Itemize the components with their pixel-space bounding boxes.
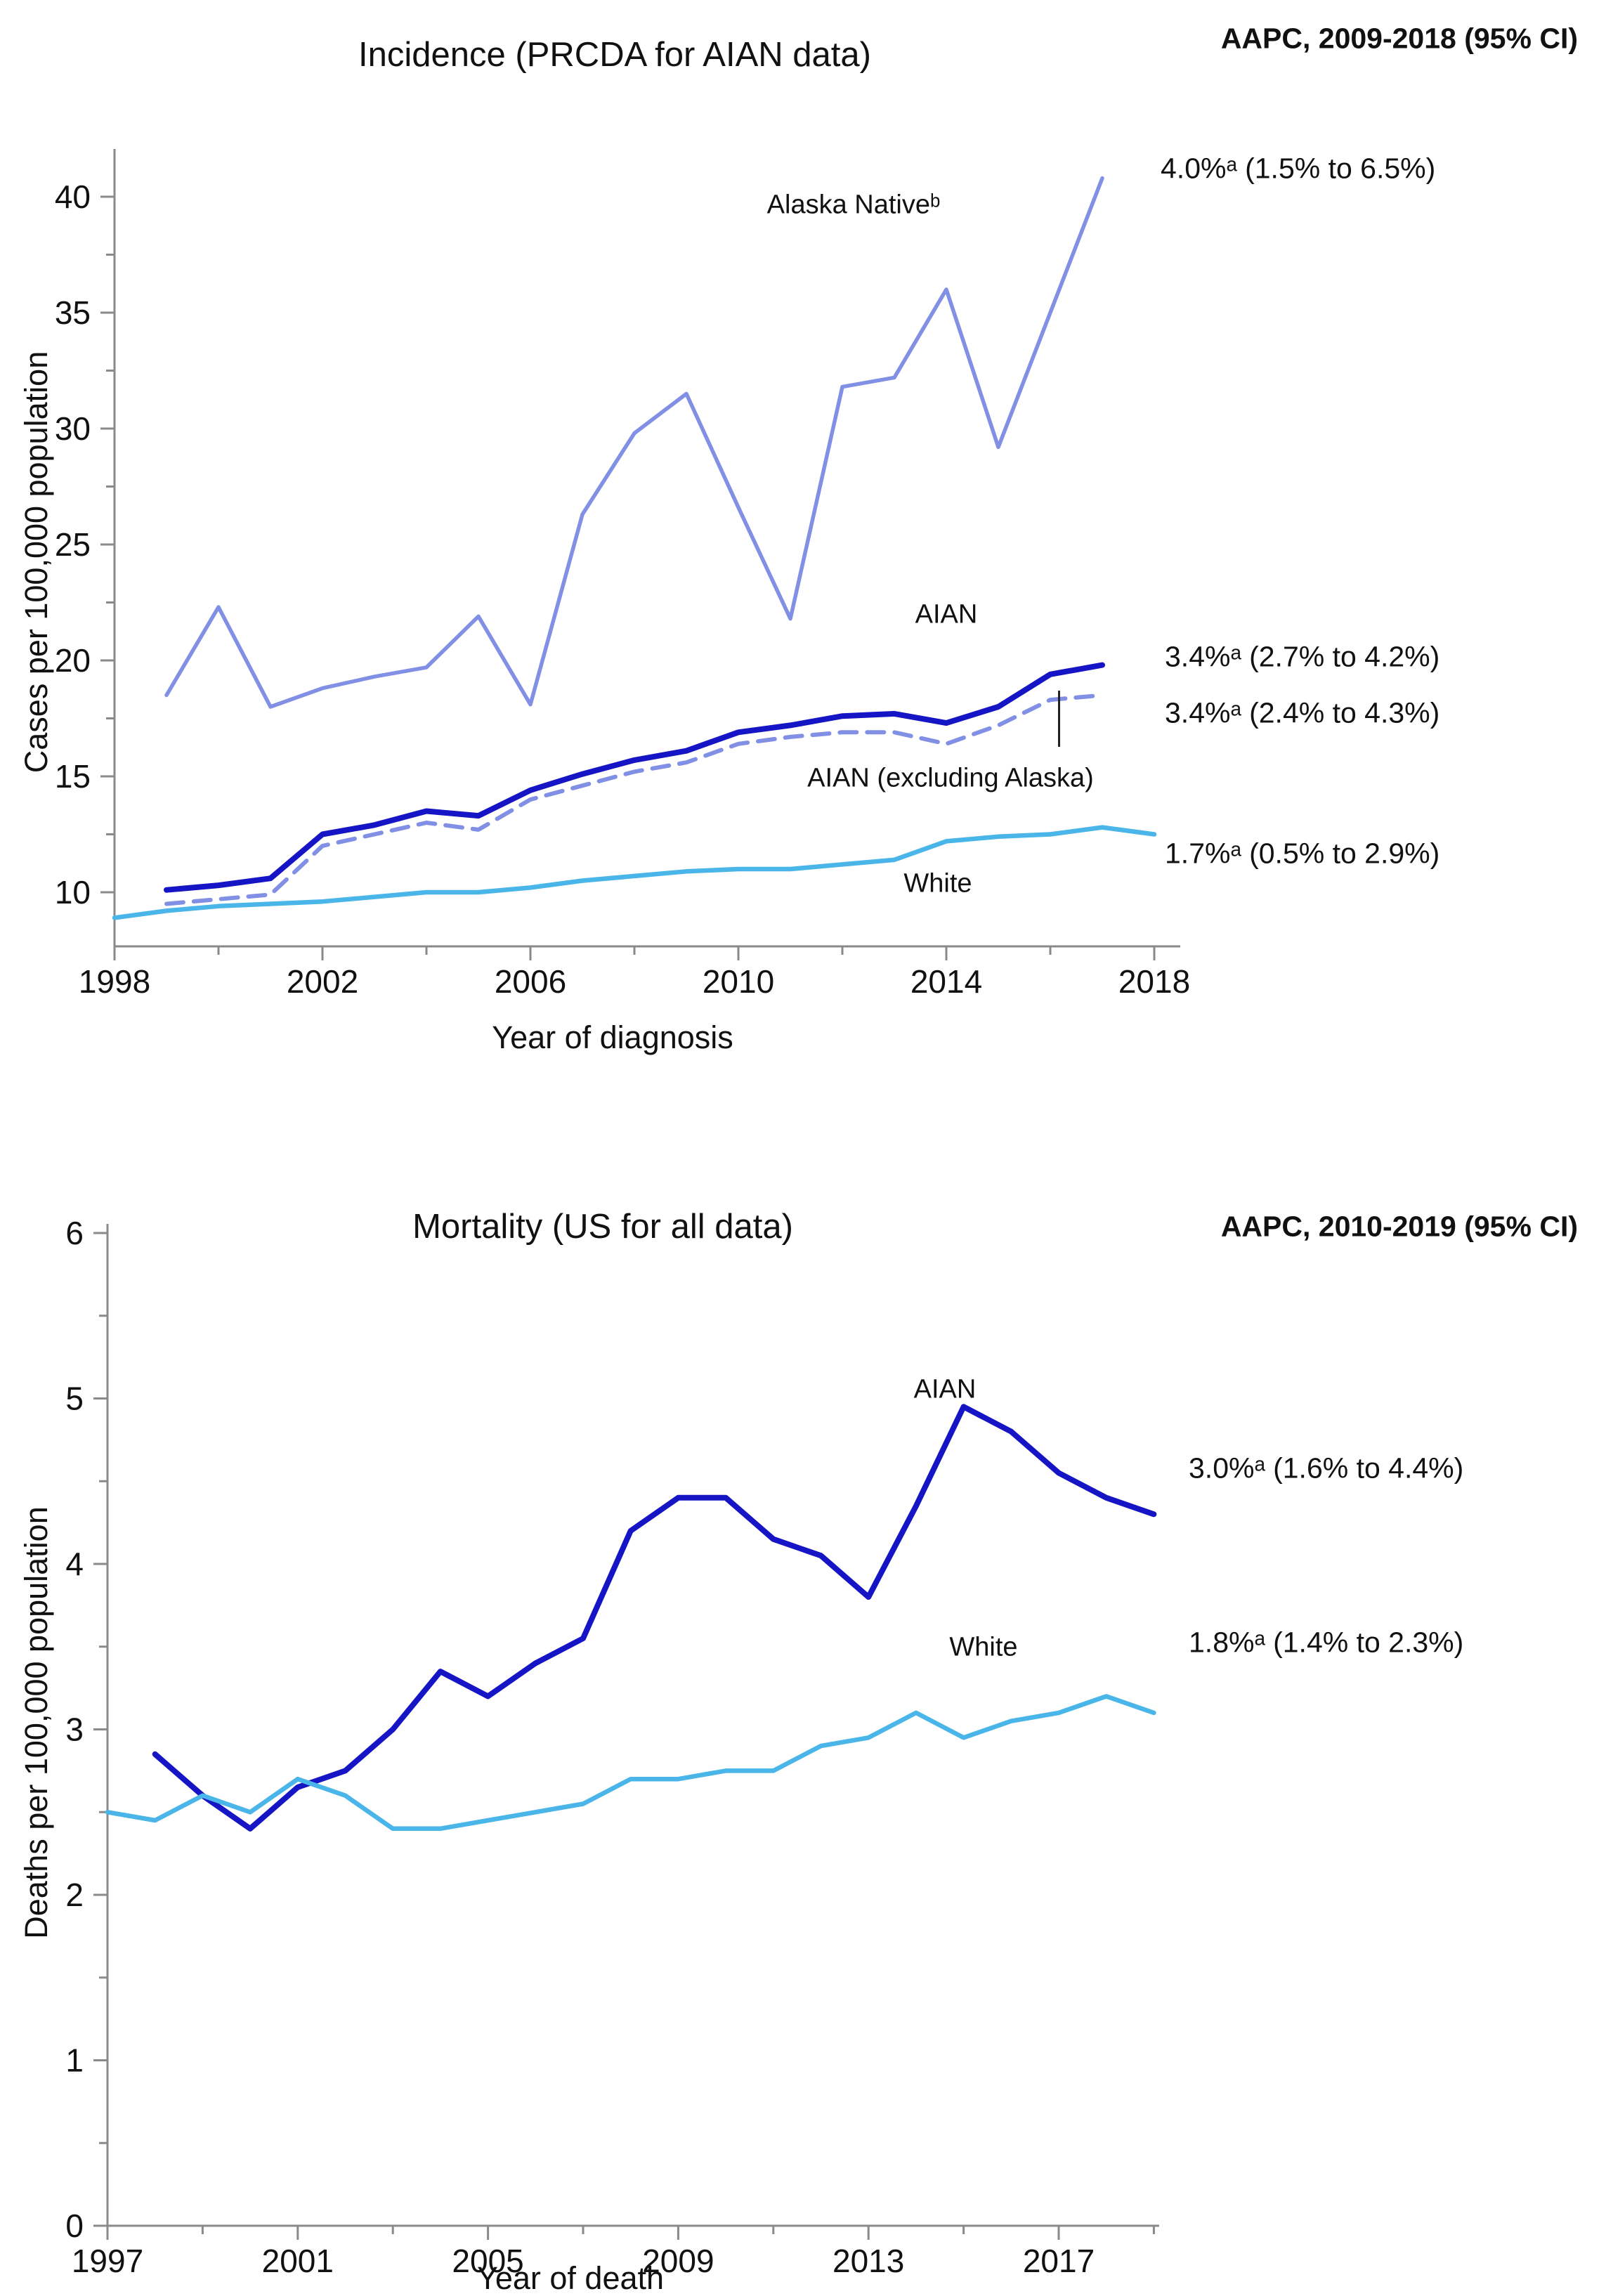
series-line-white (105, 1694, 1156, 1832)
y-tick-label: 20 (55, 642, 91, 679)
mortality-chart-title: Mortality (US for all data) (412, 1208, 793, 1246)
series-line-aian (164, 662, 1105, 893)
x-tick-label: 1997 (72, 2243, 143, 2279)
y-tick-label: 40 (55, 178, 91, 215)
x-tick-label: 1998 (79, 963, 150, 1000)
incidence-aapc-header: AAPC, 2009-2018 (95% CI) (1220, 22, 1578, 55)
y-tick-label: 15 (55, 758, 91, 795)
x-tick-label: 2013 (833, 2243, 904, 2279)
label-leader-line (1058, 691, 1060, 747)
mortality-x-axis-title: Year of death (476, 2260, 665, 2296)
x-tick-label: 2006 (495, 963, 566, 1000)
aapc-value-white-top: 1.7%ᵃ (0.5% to 2.9%) (1165, 837, 1440, 870)
aapc-value-alaska-native: 4.0%ᵃ (1.5% to 6.5%) (1161, 152, 1436, 185)
aapc-value-aian-bottom: 3.0%ᵃ (1.6% to 4.4%) (1189, 1452, 1464, 1485)
incidence-chart-title: Incidence (PRCDA for AIAN data) (358, 36, 871, 74)
y-tick-label: 35 (55, 294, 91, 331)
white-series-label-top: White (903, 868, 972, 899)
y-tick-label: 1 (65, 2042, 84, 2079)
white-series-label-bottom: White (949, 1632, 1018, 1662)
x-tick-label: 2001 (262, 2243, 334, 2279)
aapc-value-aian-excluding-alaska: 3.4%ᵃ (2.4% to 4.3%) (1165, 696, 1440, 729)
y-tick-label: 10 (55, 874, 91, 911)
mortality-aapc-header: AAPC, 2010-2019 (95% CI) (1220, 1210, 1578, 1243)
x-tick-label: 2005 (452, 2243, 523, 2279)
aian-series-label-top: AIAN (915, 599, 978, 630)
y-tick-label: 0 (65, 2207, 84, 2244)
x-tick-label: 2010 (703, 963, 774, 1000)
series-line-alaska-native (164, 176, 1104, 709)
aian-series-label-bottom: AIAN (913, 1374, 977, 1404)
y-tick-label: 6 (65, 1215, 84, 1251)
y-tick-label: 25 (55, 526, 91, 563)
series-line-aian (152, 1404, 1157, 1832)
incidence-x-axis-title: Year of diagnosis (492, 1019, 733, 1055)
chart-panel: 1998 2002 2006 2010 2014 2018 10 15 20 25 30 35 40 (55, 149, 1190, 1000)
y-tick-label: 2 (65, 1877, 84, 1913)
series-line-aian-excluding-alaska- (164, 693, 1104, 906)
incidence-y-axis-title: Cases per 100,000 population (18, 351, 54, 774)
x-tick-label: 2002 (287, 963, 358, 1000)
chart-panel: 1997 2001 2005 2009 2013 2017 0 1 2 3 4 5 6 (65, 1215, 1159, 2279)
y-tick-label: 30 (55, 410, 91, 447)
mortality-y-axis-title: Deaths per 100,000 population (18, 1506, 54, 1939)
y-tick-label: 4 (65, 1546, 84, 1582)
x-tick-label: 2014 (910, 963, 982, 1000)
alaska-native-series-label: Alaska Nativeᵇ (766, 190, 941, 220)
x-tick-label: 2009 (642, 2243, 714, 2279)
y-tick-label: 5 (65, 1381, 84, 1417)
x-tick-label: 2018 (1118, 963, 1190, 1000)
aapc-value-white-bottom: 1.8%ᵃ (1.4% to 2.3%) (1189, 1626, 1464, 1659)
x-tick-label: 2017 (1023, 2243, 1095, 2279)
aapc-value-aian-top: 3.4%ᵃ (2.7% to 4.2%) (1165, 640, 1440, 673)
aian-excluding-alaska-series-label: AIAN (excluding Alaska) (807, 763, 1094, 793)
series-line-white (112, 825, 1157, 920)
y-tick-label: 3 (65, 1711, 84, 1748)
